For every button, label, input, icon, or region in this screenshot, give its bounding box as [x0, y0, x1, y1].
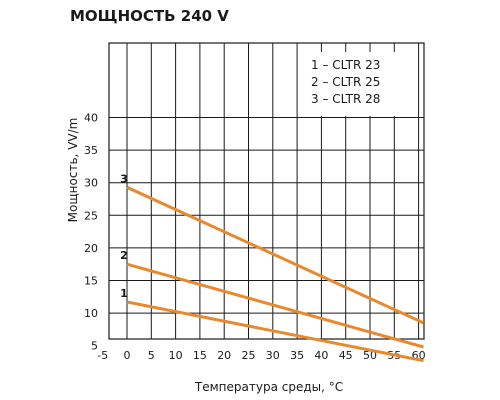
y-tick-label: 25 [84, 209, 98, 222]
chart-title: МОЩНОСТЬ 240 V [70, 7, 229, 25]
legend-entry-3: 3 – CLTR 28 [311, 92, 380, 106]
y-tick-label: 30 [84, 177, 98, 190]
x-tick-label: 0 [124, 349, 131, 362]
x-tick-label: 45 [339, 349, 353, 362]
x-tick-label: 25 [242, 349, 256, 362]
series-label-3: 3 [120, 172, 128, 185]
series-label-2: 2 [120, 249, 128, 262]
x-tick-label: 30 [266, 349, 280, 362]
series-label-1: 1 [120, 287, 128, 300]
y-tick-label: 10 [84, 307, 98, 320]
y-tick-label: 20 [84, 242, 98, 255]
y-tick-label: 40 [84, 112, 98, 125]
x-axis-label: Температура среды, °С [194, 380, 343, 394]
legend: 1 – CLTR 23 2 – CLTR 25 3 – CLTR 28 [300, 52, 412, 116]
x-tick-label: 35 [290, 349, 304, 362]
y-tick-label: 35 [84, 144, 98, 157]
x-tick-label: -5 [97, 349, 108, 362]
plot-frame [108, 42, 425, 340]
legend-box [300, 52, 412, 116]
x-tick-label: 20 [217, 349, 231, 362]
x-tick-label: 10 [169, 349, 183, 362]
y-tick-label: 15 [84, 275, 98, 288]
x-tick-label: 15 [193, 349, 207, 362]
series-line-2 [126, 262, 424, 349]
series-line-3 [126, 185, 425, 325]
x-tick-label: 5 [148, 349, 155, 362]
y-tick-label: 5 [91, 340, 98, 353]
x-tick-label: 40 [314, 349, 328, 362]
series: 1 2 3 [120, 172, 425, 363]
legend-entry-1: 1 – CLTR 23 [311, 58, 380, 72]
y-axis-label: Мощность, VV/m [66, 118, 80, 223]
series-line-1 [126, 300, 424, 363]
tick-labels: -5 0 5 10 15 20 25 30 35 40 45 50 55 6051015202530354… [84, 112, 426, 363]
legend-entry-2: 2 – CLTR 25 [311, 75, 380, 89]
